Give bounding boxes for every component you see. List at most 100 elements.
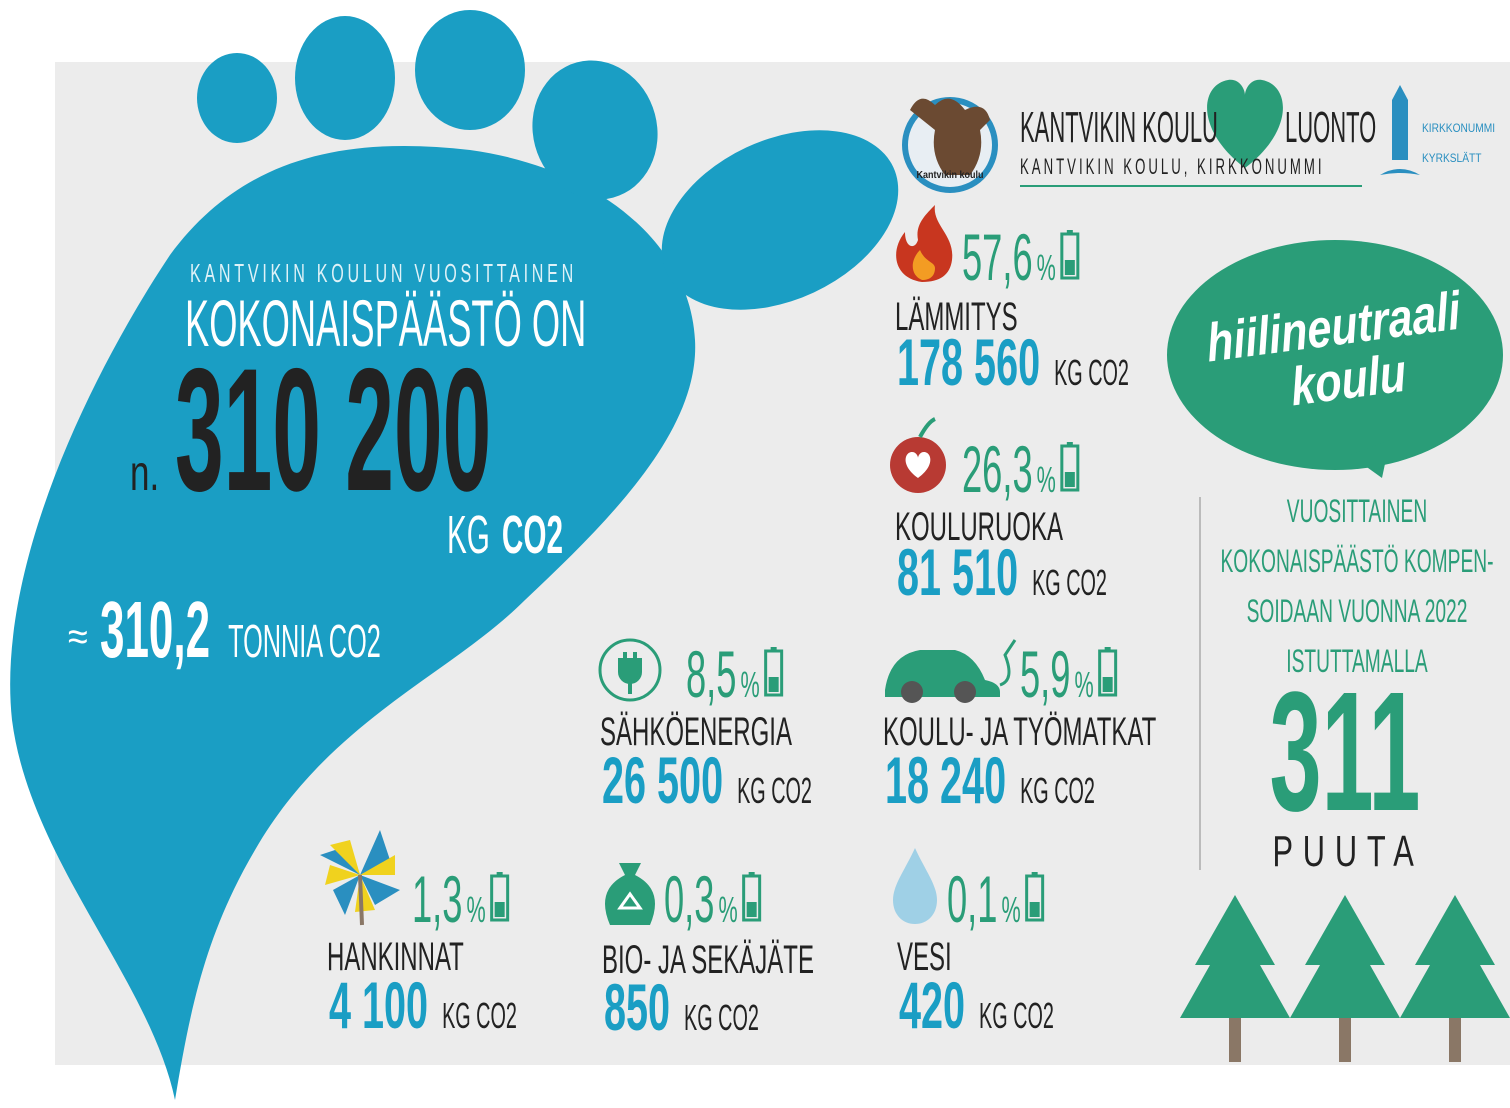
school-name-group: KANTVIKIN KOULU [1020,104,1218,152]
amount-group: 4 100 [329,969,428,1043]
percent-group: 0,1 [947,864,997,937]
percent-sign-group: % [1001,890,1020,930]
amount: 26 500 [602,744,723,818]
total-unit-group: KG [447,506,490,565]
amount-unit-group: KG CO2 [1054,354,1129,394]
battery-level [1065,472,1075,487]
percent-sign: % [466,890,485,930]
total-intro-group: KANTVIKIN KOULUN VUOSITTAINEN [190,258,577,288]
trees-count-group: 311 [1270,658,1421,848]
amount-unit-group: KG CO2 [1032,564,1107,604]
battery-level [769,677,779,692]
nature: LUONTO [1285,104,1376,152]
amount-unit: KG CO2 [684,999,759,1039]
approx-sign: ≈ [68,615,88,659]
percent-sign-group: % [1074,665,1093,705]
battery-tip [1067,230,1073,234]
total-value-group: 310 200 [175,333,491,528]
header-subtitle-group: KANTVIKIN KOULU, KIRKKONUMMI [1020,155,1325,179]
amount: 4 100 [329,969,428,1043]
approx-sign-group: ≈ [68,615,88,659]
total-value: 310 200 [175,333,491,528]
compensation-text: VUOSITTAINEN [1287,493,1427,529]
percent-sign: % [1001,890,1020,930]
percent: 0,1 [947,864,997,937]
percent: 5,9 [1020,639,1070,712]
compensation-text: KOKONAISPÄÄSTÖ KOMPEN- [1221,543,1494,579]
battery-tip [749,872,755,876]
percent-group: 57,6 [962,222,1033,295]
compensation-text: SOIDAAN VUONNA 2022 [1247,593,1468,629]
total-unit-bold: CO2 [502,506,563,565]
trees-label-group: PUUTA [1272,828,1423,877]
amount-unit: KG CO2 [737,772,812,812]
amount-group: 178 560 [897,326,1040,400]
tonnes-value: 310,2 [100,585,210,674]
amount-group: 18 240 [885,744,1006,818]
amount-group: 420 [899,969,965,1043]
total-unit: KG [447,506,490,565]
amount-unit: KG CO2 [1054,354,1129,394]
battery-level [1065,260,1075,275]
trees-count: 311 [1270,658,1421,848]
percent-sign: % [1074,665,1093,705]
percent: 26,3 [962,434,1033,507]
amount: 81 510 [897,536,1018,610]
percent-sign: % [740,665,759,705]
amount-unit: KG CO2 [979,997,1054,1037]
amount-unit: KG CO2 [1020,772,1095,812]
percent-group: 5,9 [1020,639,1070,712]
municipality-group: KYRKSLÄTT [1422,152,1482,165]
amount: 18 240 [885,744,1006,818]
amount-unit-group: KG CO2 [442,997,517,1037]
battery-tip [1067,442,1073,446]
battery-level [1103,677,1113,692]
total-unit-bold-group: CO2 [502,506,563,565]
nature-group: LUONTO [1285,104,1376,152]
amount-unit-group: KG CO2 [737,772,812,812]
amount-unit-group: KG CO2 [979,997,1054,1037]
infographic: KANTVIKIN KOULU LUONTO KANTVIKIN KOULU, KI… [0,0,1510,1108]
percent-sign: % [1037,460,1056,500]
compensation-text-group: VUOSITTAINEN [1287,493,1427,529]
percent: 0,3 [664,864,714,937]
percent-group: 26,3 [962,434,1033,507]
compensation-text-group: SOIDAAN VUONNA 2022 [1247,593,1468,629]
percent-sign-group: % [1037,248,1056,288]
amount: 420 [899,969,965,1043]
percent-sign: % [718,890,737,930]
percent: 57,6 [962,222,1033,295]
percent-sign-group: % [740,665,759,705]
battery-tip [771,647,777,651]
percent-sign-group: % [1037,460,1056,500]
total-prefix: n. [130,446,159,502]
municipality-group: KIRKKONUMMI [1422,122,1495,135]
amount-unit-group: KG CO2 [1020,772,1095,812]
tonnes-unit-group: TONNIA CO2 [228,615,381,667]
tonnes-unit: TONNIA CO2 [228,615,381,667]
amount: 178 560 [897,326,1040,400]
trees-label: PUUTA [1272,828,1423,877]
amount-group: 26 500 [602,744,723,818]
battery-level [747,902,757,917]
battery-tip [497,872,503,876]
amount: 850 [604,971,670,1045]
percent-sign-group: % [718,890,737,930]
total-intro: KANTVIKIN KOULUN VUOSITTAINEN [190,258,577,288]
logo-text: Kantvikin koulu [917,170,984,182]
battery-level [495,902,505,917]
battery-level [1030,902,1040,917]
header-subtitle: KANTVIKIN KOULU, KIRKKONUMMI [1020,155,1325,179]
amount-unit: KG CO2 [1032,564,1107,604]
logo-text-group: Kantvikin koulu [917,170,984,182]
percent: 8,5 [686,639,736,712]
amount-group: 81 510 [897,536,1018,610]
percent-sign-group: % [466,890,485,930]
page: {"header": {"logo_text": "Kantvikin koul… [0,0,1510,1108]
amount-group: 850 [604,971,670,1045]
municipality: KYRKSLÄTT [1422,152,1482,165]
battery-tip [1032,872,1038,876]
percent-group: 8,5 [686,639,736,712]
amount-unit-group: KG CO2 [684,999,759,1039]
percent: 1,3 [412,864,462,937]
